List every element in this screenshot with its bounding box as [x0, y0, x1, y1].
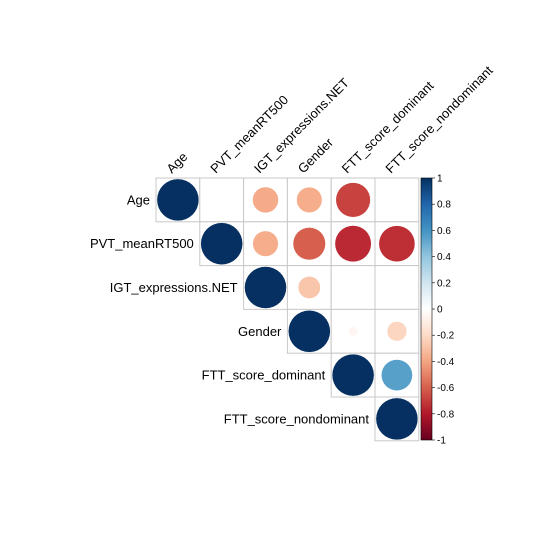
correlation-circle	[200, 222, 243, 265]
legend-tick-label: -0.8	[437, 409, 455, 420]
column-label: PVT_meanRT500	[207, 92, 291, 176]
grid-cell	[374, 177, 420, 223]
correlation-circle	[297, 276, 321, 299]
column-labels: Age PVT_meanRT500IGT_expressions.NETGende…	[163, 63, 496, 177]
correlation-circle	[331, 353, 375, 397]
row-label: PVT_meanRT500	[90, 236, 194, 251]
legend-tick-label: 0.2	[437, 278, 451, 289]
legend-tick-label: -0.2	[437, 331, 455, 342]
correlation-circle	[292, 227, 326, 261]
legend-tick-label: -1	[437, 436, 446, 447]
legend-tick-label: -0.4	[437, 357, 455, 368]
color-legend: 1 0.8 0.6 0.4 0.2 0 -0.2 -0.4 -0.6 -0.8 -1	[420, 174, 455, 447]
correlation-circle	[378, 225, 416, 263]
correlation-circle	[288, 310, 331, 353]
correlation-circle	[348, 326, 359, 337]
correlation-circles	[156, 178, 419, 441]
legend-tick-label: 0.6	[437, 226, 451, 237]
matrix-grid	[155, 177, 420, 442]
legend-colorbar	[420, 177, 433, 441]
grid-cell	[374, 308, 420, 354]
correlation-circle	[381, 359, 413, 391]
legend-tick-label: 0.8	[437, 200, 451, 211]
grid-cell	[374, 265, 420, 310]
correlation-circle	[334, 225, 372, 263]
legend-tick-label: -0.6	[437, 383, 455, 394]
grid-cell	[330, 265, 376, 310]
row-label: FTT_score_nondominant	[224, 411, 370, 426]
correlation-circle	[375, 397, 419, 441]
row-label: Gender	[238, 324, 282, 339]
correlation-circle	[296, 186, 323, 213]
legend-tick-label: 1	[437, 174, 443, 185]
correlation-circle	[156, 178, 200, 222]
row-label: IGT_expressions.NET	[110, 280, 238, 295]
grid-cell	[199, 177, 245, 223]
row-labels: Age PVT_meanRT500 IGT_expressions.NET Gende…	[90, 192, 369, 426]
correlation-circle	[386, 321, 408, 342]
correlation-circle	[335, 182, 371, 218]
correlation-circle	[252, 230, 279, 257]
column-label: Gender	[295, 134, 337, 176]
correlation-circle	[252, 186, 279, 214]
correlation-circle	[244, 266, 287, 309]
row-label: FTT_score_dominant	[202, 368, 326, 383]
row-label: Age	[127, 192, 150, 207]
column-label: Age	[163, 149, 190, 176]
legend-tick-label: 0	[437, 305, 443, 316]
legend-tick-label: 0.4	[437, 252, 451, 263]
